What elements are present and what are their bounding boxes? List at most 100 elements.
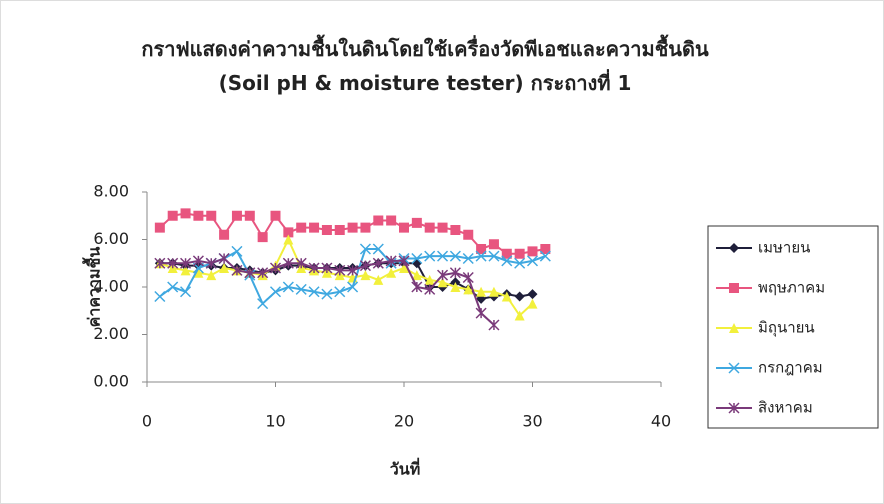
marker xyxy=(527,298,538,309)
y-tick-label: 2.00 xyxy=(93,324,129,343)
marker xyxy=(180,265,191,276)
chart-title: กราฟแสดงค่าความชื้นในดินโดยใช้เครื่องวัด… xyxy=(141,34,709,95)
x-tick-label: 10 xyxy=(265,412,285,431)
marker xyxy=(321,262,333,274)
legend-marker xyxy=(729,323,739,333)
legend-label: กรกฎาคม xyxy=(758,359,823,377)
marker xyxy=(205,257,217,269)
marker xyxy=(154,222,165,233)
marker xyxy=(501,255,513,267)
marker xyxy=(244,267,256,279)
y-tick-label: 4.00 xyxy=(93,277,129,296)
marker xyxy=(206,210,217,221)
marker xyxy=(257,232,268,243)
marker xyxy=(219,229,230,240)
marker xyxy=(295,283,307,295)
marker xyxy=(462,271,474,284)
marker xyxy=(463,229,474,240)
marker xyxy=(334,225,345,235)
legend-marker xyxy=(728,402,740,414)
marker xyxy=(475,250,487,262)
x-tick-label: 0 xyxy=(142,412,152,431)
marker xyxy=(347,264,359,276)
marker xyxy=(399,263,409,273)
legend-label: สิงหาคม xyxy=(758,399,813,417)
y-tick-label: 0.00 xyxy=(93,372,129,391)
marker xyxy=(450,282,461,292)
marker xyxy=(373,215,384,226)
marker xyxy=(437,222,448,233)
marker xyxy=(386,215,397,226)
legend-marker xyxy=(729,283,739,293)
marker xyxy=(309,222,320,233)
legend-label: เมษายน xyxy=(758,239,810,257)
marker xyxy=(269,286,282,298)
marker xyxy=(514,291,525,302)
marker xyxy=(514,257,526,269)
marker xyxy=(257,267,269,279)
marker xyxy=(180,208,191,219)
legend-marker xyxy=(729,243,739,253)
marker xyxy=(359,243,371,255)
x-tick-label: 20 xyxy=(394,412,414,431)
marker xyxy=(437,269,449,281)
marker xyxy=(283,227,294,238)
marker xyxy=(437,277,448,288)
marker xyxy=(180,286,192,298)
marker xyxy=(154,257,166,269)
marker xyxy=(488,239,499,250)
legend-label: พฤษภาคม xyxy=(758,279,825,297)
marker xyxy=(462,252,474,265)
marker xyxy=(501,248,512,259)
marker xyxy=(308,286,320,298)
marker xyxy=(218,252,230,265)
marker xyxy=(540,244,551,254)
marker xyxy=(399,222,409,233)
marker xyxy=(411,270,422,281)
marker xyxy=(270,210,281,221)
y-tick-label: 8.00 xyxy=(93,182,129,201)
marker xyxy=(167,210,178,221)
legend-label: มิถุนายน xyxy=(758,319,815,338)
marker xyxy=(296,222,307,233)
marker xyxy=(373,274,384,285)
marker xyxy=(514,310,525,321)
marker xyxy=(463,284,474,295)
marker xyxy=(398,255,410,267)
marker xyxy=(282,281,294,293)
x-tick-label: 40 xyxy=(651,412,671,431)
marker xyxy=(514,248,525,259)
marker xyxy=(437,250,449,262)
marker xyxy=(424,274,435,285)
marker xyxy=(476,286,487,297)
marker xyxy=(411,281,423,293)
marker xyxy=(193,210,204,221)
legend-marker xyxy=(728,362,740,374)
marker xyxy=(257,298,269,310)
marker xyxy=(488,319,500,331)
marker xyxy=(527,289,538,300)
marker xyxy=(527,246,538,257)
marker xyxy=(206,270,217,281)
marker xyxy=(269,262,282,274)
marker xyxy=(193,267,204,278)
marker xyxy=(347,281,359,293)
marker xyxy=(347,222,358,233)
x-tick-label: 30 xyxy=(522,412,542,431)
marker xyxy=(372,257,384,269)
marker xyxy=(424,250,436,262)
marker xyxy=(334,286,346,298)
marker xyxy=(476,244,487,254)
marker xyxy=(282,257,294,269)
marker xyxy=(411,217,422,228)
marker xyxy=(449,250,461,262)
marker xyxy=(360,222,371,233)
marker xyxy=(154,290,166,303)
title-line: กราฟแสดงค่าความชื้นในดินโดยใช้เครื่องวัด… xyxy=(141,34,709,61)
marker xyxy=(501,291,512,302)
marker xyxy=(321,225,332,235)
marker xyxy=(219,263,230,273)
marker xyxy=(386,267,397,278)
marker xyxy=(283,234,294,245)
